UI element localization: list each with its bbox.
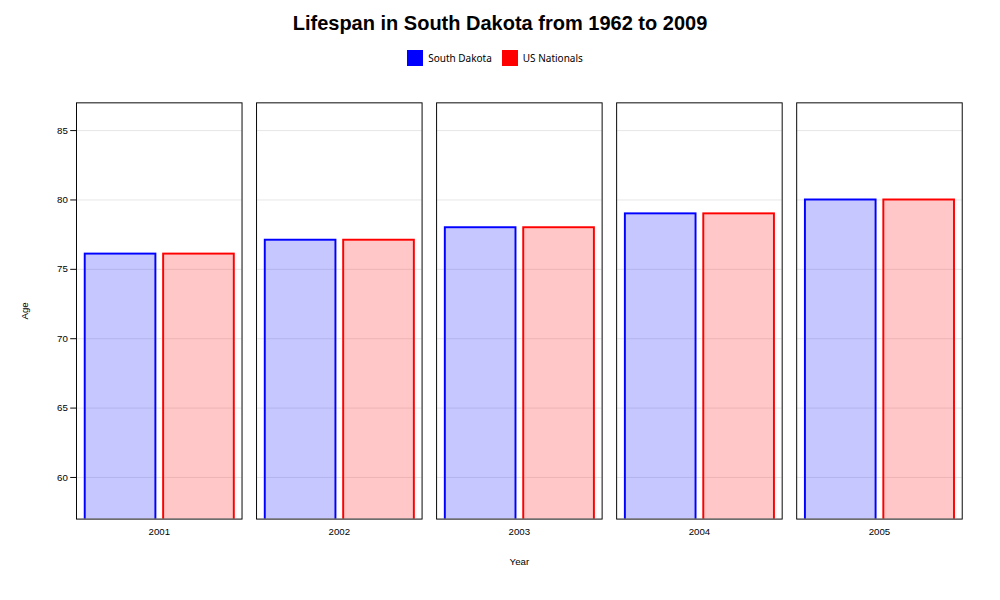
svg-text:2001: 2001 — [148, 526, 170, 537]
svg-text:75: 75 — [57, 263, 68, 274]
svg-text:2003: 2003 — [509, 526, 531, 537]
svg-text:Year: Year — [510, 556, 530, 567]
svg-text:2002: 2002 — [329, 526, 351, 537]
svg-text:80: 80 — [57, 194, 68, 205]
html-text:US Nationals: US Nationals — [522, 50, 583, 65]
svg-text:2005: 2005 — [869, 526, 891, 537]
svg-text:85: 85 — [57, 125, 68, 136]
svg-text:65: 65 — [57, 402, 68, 413]
svg-text:60: 60 — [57, 472, 68, 483]
html-text:South Dakota: South Dakota — [428, 50, 492, 65]
html-text:Lifespan in South Dakota from: Lifespan in South Dakota from 1962 to 20… — [292, 12, 708, 34]
svg-text:70: 70 — [57, 333, 68, 344]
svg-text:2004: 2004 — [689, 526, 711, 537]
svg-text:Age: Age — [19, 302, 30, 319]
